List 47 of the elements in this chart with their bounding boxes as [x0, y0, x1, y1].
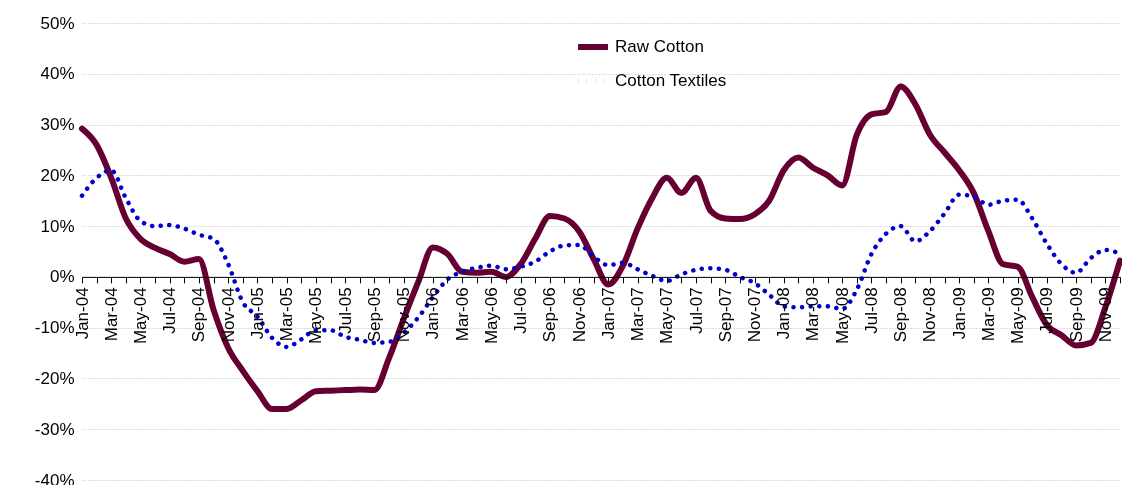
x-tick-label: Jul-05: [335, 287, 355, 334]
x-tick-label: Jul-09: [1037, 287, 1057, 334]
x-tick-label: Jan-09: [949, 287, 969, 340]
y-tick-label: -20%: [34, 368, 75, 388]
y-tick-label: 0%: [49, 267, 75, 287]
x-tick-label: Mar-09: [978, 287, 998, 342]
y-tick-label: 50%: [40, 13, 75, 33]
x-tick-label: May-04: [130, 287, 150, 345]
x-tick-label: Nov-06: [569, 287, 589, 343]
legend-label: Cotton Textiles: [615, 70, 727, 90]
x-tick-label: Jan-06: [423, 287, 443, 340]
x-tick-label: Jan-05: [247, 287, 267, 340]
x-tick-label: Jul-04: [160, 287, 180, 334]
x-tick-label: Nov-07: [745, 287, 765, 343]
y-tick-label: -40%: [34, 470, 75, 485]
x-tick-label: Mar-07: [628, 287, 648, 342]
x-tick-label: Jul-06: [511, 287, 531, 334]
x-tick-label: Sep-08: [891, 287, 911, 343]
x-tick-label: Nov-09: [1095, 287, 1115, 343]
x-tick-label: May-05: [306, 287, 326, 345]
x-tick-label: Jul-07: [686, 287, 706, 334]
x-tick-label: Nov-05: [394, 287, 414, 343]
y-tick-label: 40%: [40, 64, 75, 84]
x-tick-label: Sep-07: [715, 287, 735, 343]
x-tick-label: Sep-05: [364, 287, 384, 343]
y-tick-label: 30%: [40, 115, 75, 135]
x-tick-label: May-06: [481, 287, 501, 345]
x-tick-label: Jul-08: [861, 287, 881, 334]
x-tick-label: May-08: [832, 287, 852, 345]
x-tick-label: Sep-04: [189, 287, 209, 343]
x-tick-label: Nov-04: [218, 287, 238, 343]
x-tick-label: May-09: [1008, 287, 1028, 345]
x-tick-label: Mar-04: [101, 287, 121, 342]
x-tick-label: Mar-05: [277, 287, 297, 342]
x-tick-label: Nov-08: [920, 287, 940, 343]
x-tick-label: Sep-06: [540, 287, 560, 343]
x-tick-label: Mar-08: [803, 287, 823, 342]
x-tick-label: Mar-06: [452, 287, 472, 342]
x-tick-label: Sep-09: [1066, 287, 1086, 343]
y-tick-label: 10%: [40, 216, 75, 236]
y-tick-label: -30%: [34, 419, 75, 439]
x-tick-label: Jan-07: [598, 287, 618, 340]
y-tick-label: -10%: [34, 318, 75, 338]
x-tick-label: Jan-08: [774, 287, 794, 340]
x-tick-label: May-07: [657, 287, 677, 345]
legend-label: Raw Cotton: [615, 37, 704, 56]
y-tick-label: 20%: [40, 165, 75, 185]
